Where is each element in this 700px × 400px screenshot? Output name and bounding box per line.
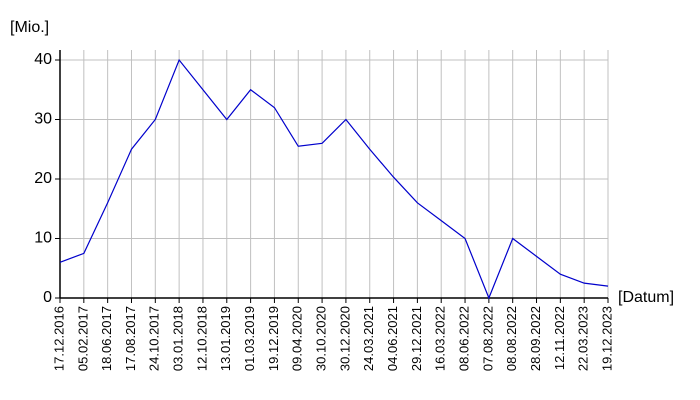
x-tick-label: 08.08.2022: [504, 306, 519, 371]
x-tick-label: 12.10.2018: [194, 306, 209, 371]
x-tick-label: 24.03.2021: [361, 306, 376, 371]
x-tick-label: 30.12.2020: [337, 306, 352, 371]
x-tick-label: 05.02.2017: [75, 306, 90, 371]
x-tick-label: 30.10.2020: [314, 306, 329, 371]
x-tick-label: 01.03.2019: [242, 306, 257, 371]
x-tick-label: 18.06.2017: [99, 306, 114, 371]
x-tick-label: 19.12.2023: [599, 306, 614, 371]
x-tick-label: 28.09.2022: [528, 306, 543, 371]
y-axis-label: [Mio.]: [10, 19, 49, 36]
x-tick-label: 03.01.2018: [171, 306, 186, 371]
y-tick-label: 20: [34, 170, 52, 187]
x-tick-label: 04.06.2021: [385, 306, 400, 371]
x-tick-label: 16.03.2022: [433, 306, 448, 371]
x-tick-label: 17.12.2016: [51, 306, 66, 371]
x-tick-label: 29.12.2021: [409, 306, 424, 371]
x-tick-label: 13.01.2019: [218, 306, 233, 371]
x-tick-label: 07.08.2022: [480, 306, 495, 371]
x-axis-label: [Datum]: [618, 289, 674, 306]
x-tick-label: 22.03.2023: [576, 306, 591, 371]
x-tick-label: 19.12.2019: [266, 306, 281, 371]
y-tick-label: 40: [34, 51, 52, 68]
x-tick-label: 09.04.2020: [290, 306, 305, 371]
x-tick-label: 12.11.2022: [552, 306, 567, 370]
x-tick-label: 24.10.2017: [147, 306, 162, 371]
y-tick-label: 0: [43, 289, 52, 306]
y-tick-label: 10: [34, 230, 52, 247]
data-line: [59, 58, 609, 300]
x-tick-label: 08.06.2022: [456, 306, 471, 371]
x-tick-label: 17.08.2017: [123, 306, 138, 371]
y-tick-label: 30: [34, 111, 52, 128]
